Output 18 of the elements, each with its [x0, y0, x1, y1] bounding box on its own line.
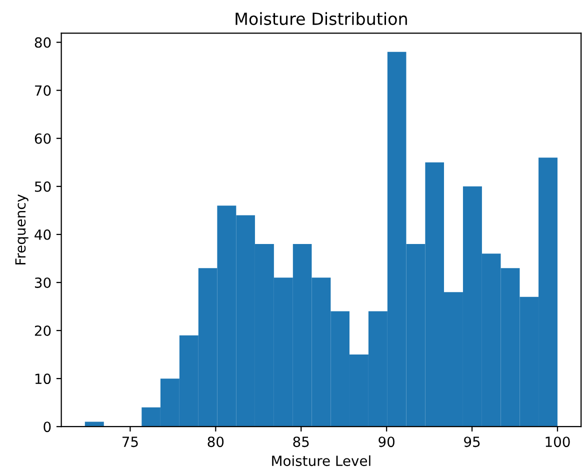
- y-tick-label: 0: [44, 422, 51, 432]
- y-tick-label: 20: [34, 325, 51, 336]
- y-tick-label: 30: [34, 277, 51, 288]
- y-tick-label: 60: [34, 133, 51, 144]
- y-axis-title: Frequency: [15, 194, 28, 264]
- y-tick-label: 10: [35, 374, 51, 384]
- x-tick-label: 95: [464, 436, 480, 448]
- x-axis-title: Moisture Level: [272, 455, 370, 466]
- x-tick-label: 85: [293, 436, 309, 448]
- y-tick-label: 50: [34, 181, 51, 192]
- x-tick-label: 80: [208, 436, 224, 448]
- y-tick-label: 80: [34, 37, 51, 48]
- x-tick-label: 75: [122, 436, 138, 448]
- x-tick-label: 100: [546, 436, 570, 448]
- y-tick-label: 40: [34, 229, 51, 240]
- y-tick-label: 70: [35, 85, 51, 96]
- chart-title: Moisture Distribution: [236, 12, 407, 26]
- x-tick-label: 90: [378, 436, 394, 448]
